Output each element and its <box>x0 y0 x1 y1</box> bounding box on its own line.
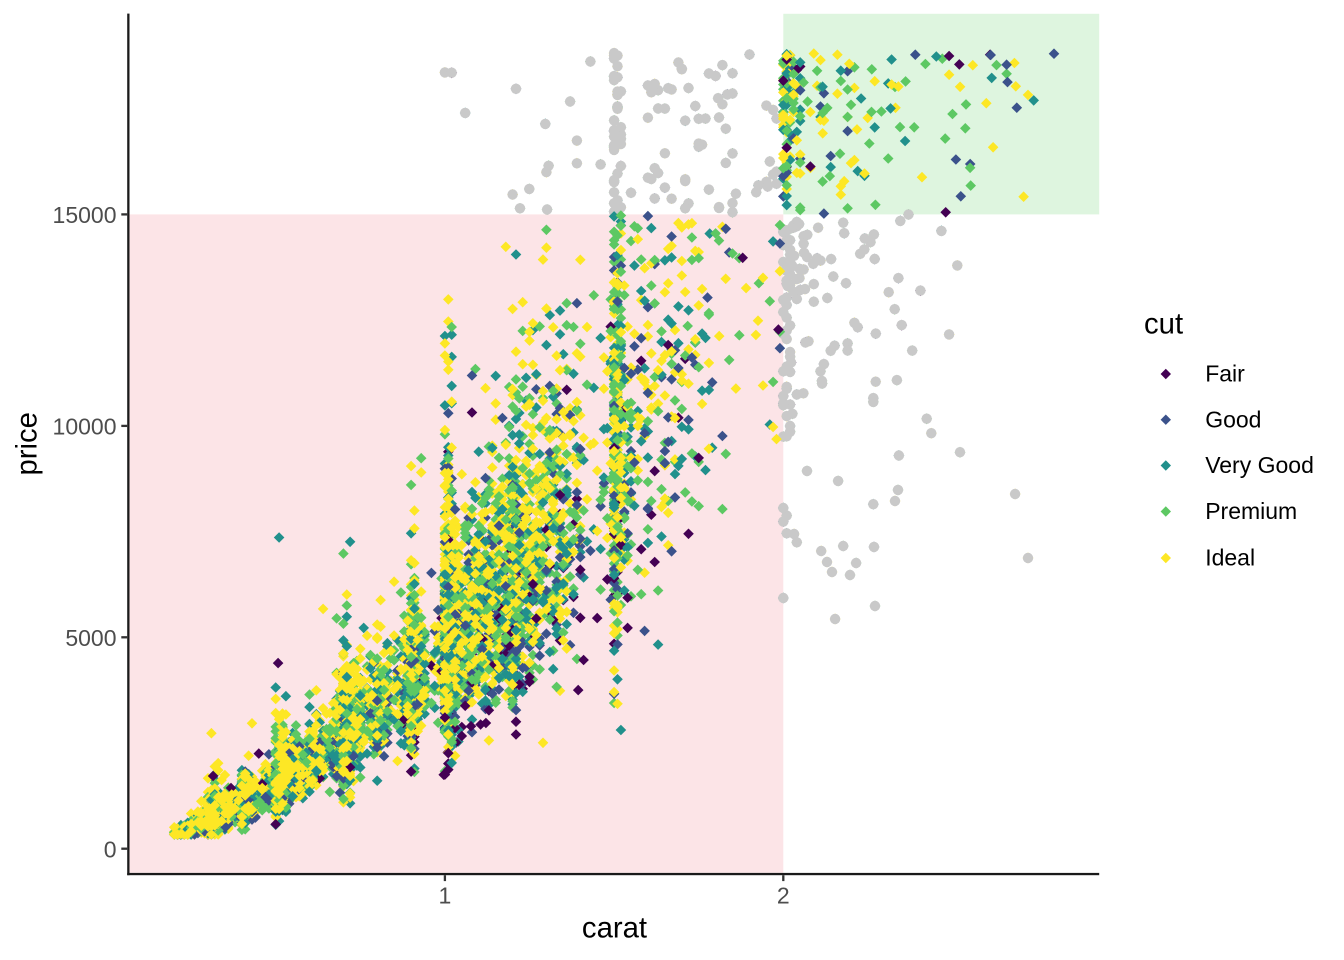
svg-text:0: 0 <box>104 836 117 862</box>
svg-text:Very Good: Very Good <box>1205 452 1314 478</box>
svg-text:carat: carat <box>582 912 647 945</box>
svg-text:Fair: Fair <box>1205 361 1245 387</box>
svg-text:10000: 10000 <box>53 414 117 440</box>
svg-text:price: price <box>11 412 44 476</box>
svg-text:15000: 15000 <box>53 202 117 228</box>
svg-text:2: 2 <box>777 883 790 909</box>
svg-text:5000: 5000 <box>65 625 116 651</box>
svg-text:1: 1 <box>439 883 452 909</box>
svg-text:cut: cut <box>1144 307 1183 340</box>
svg-text:Premium: Premium <box>1205 498 1297 524</box>
svg-text:Good: Good <box>1205 406 1261 432</box>
svg-text:Ideal: Ideal <box>1205 545 1255 571</box>
